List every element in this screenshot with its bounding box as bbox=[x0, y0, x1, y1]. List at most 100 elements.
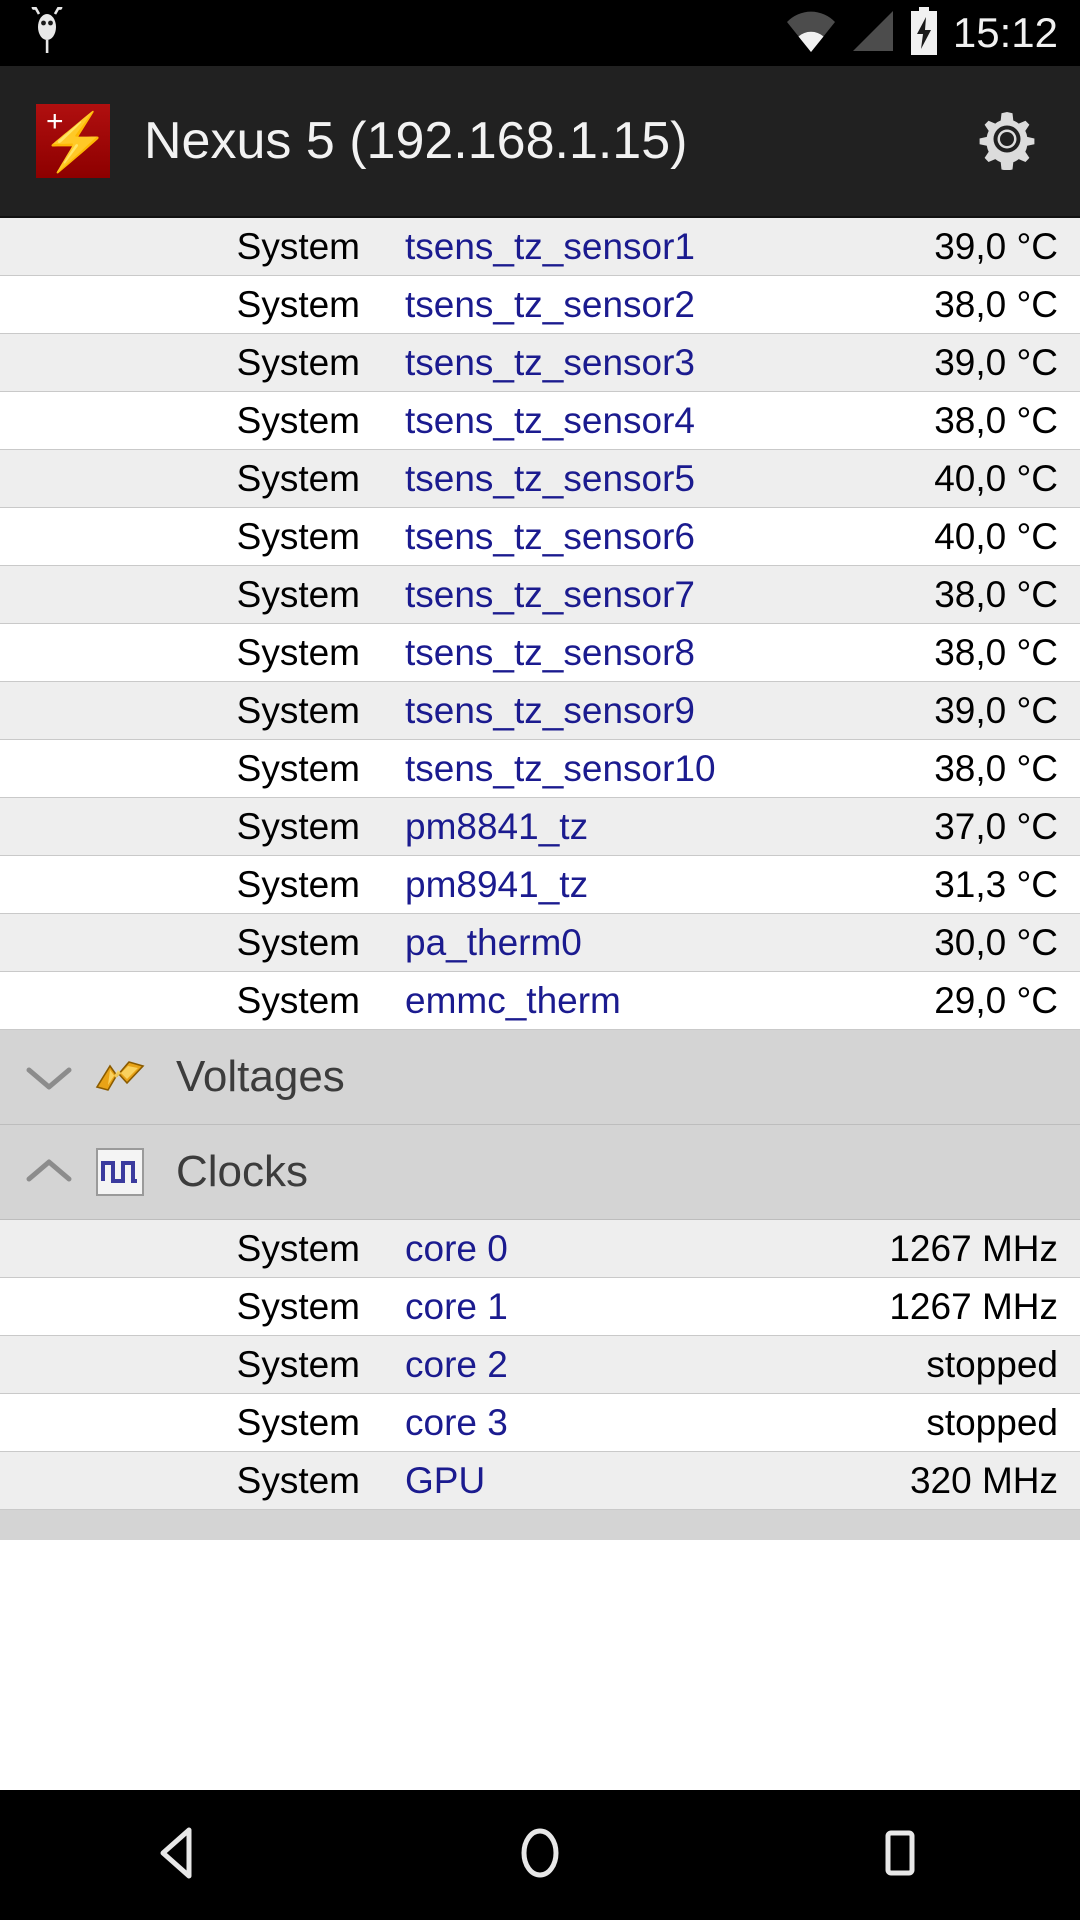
chevron-down-icon[interactable] bbox=[20, 1048, 78, 1106]
home-button[interactable] bbox=[450, 1790, 630, 1920]
battery-charging-icon bbox=[909, 6, 939, 60]
voltage-bolt-icon bbox=[94, 1051, 146, 1103]
table-row[interactable]: System tsens_tz_sensor8 38,0 °C bbox=[0, 624, 1080, 682]
navigation-bar bbox=[0, 1790, 1080, 1920]
table-row[interactable]: System tsens_tz_sensor10 38,0 °C bbox=[0, 740, 1080, 798]
row-value: 40,0 °C bbox=[934, 458, 1058, 499]
table-row[interactable]: System emmc_therm 29,0 °C bbox=[0, 972, 1080, 1030]
table-row[interactable]: System tsens_tz_sensor3 39,0 °C bbox=[0, 334, 1080, 392]
row-sensor-name[interactable]: tsens_tz_sensor10 bbox=[405, 748, 716, 789]
chevron-up-icon[interactable] bbox=[20, 1143, 78, 1201]
row-sensor-name[interactable]: core 1 bbox=[405, 1286, 508, 1327]
recents-button[interactable] bbox=[810, 1790, 990, 1920]
group-label: Clocks bbox=[176, 1147, 309, 1196]
row-value: 31,3 °C bbox=[934, 864, 1058, 905]
row-value: 1267 MHz bbox=[889, 1286, 1058, 1327]
row-value: 1267 MHz bbox=[889, 1228, 1058, 1269]
group-header-voltages[interactable]: Voltages bbox=[0, 1030, 1080, 1125]
table-row[interactable]: System tsens_tz_sensor7 38,0 °C bbox=[0, 566, 1080, 624]
row-source: System bbox=[236, 1344, 360, 1385]
settings-button[interactable] bbox=[974, 108, 1040, 174]
table-row[interactable]: System tsens_tz_sensor6 40,0 °C bbox=[0, 508, 1080, 566]
row-value: 38,0 °C bbox=[934, 748, 1058, 789]
row-value: 38,0 °C bbox=[934, 284, 1058, 325]
row-sensor-name[interactable]: GPU bbox=[405, 1460, 486, 1501]
lightning-bolt-plus-icon: + ⚡ bbox=[36, 104, 111, 178]
back-button[interactable] bbox=[90, 1790, 270, 1920]
row-sensor-name[interactable]: core 2 bbox=[405, 1344, 508, 1385]
row-value: 38,0 °C bbox=[934, 574, 1058, 615]
back-triangle-icon bbox=[151, 1824, 209, 1887]
table-row[interactable]: System core 3 stopped bbox=[0, 1394, 1080, 1452]
row-sensor-name[interactable]: core 3 bbox=[405, 1402, 508, 1443]
row-sensor-name[interactable]: tsens_tz_sensor5 bbox=[405, 458, 696, 499]
row-value: 38,0 °C bbox=[934, 400, 1058, 441]
row-source: System bbox=[236, 632, 360, 673]
gear-icon bbox=[976, 108, 1038, 175]
row-sensor-name[interactable]: tsens_tz_sensor8 bbox=[405, 632, 696, 673]
table-row[interactable]: System GPU 320 MHz bbox=[0, 1452, 1080, 1510]
table-row[interactable]: System core 1 1267 MHz bbox=[0, 1278, 1080, 1336]
row-sensor-name[interactable]: tsens_tz_sensor6 bbox=[405, 516, 696, 557]
row-value: 30,0 °C bbox=[934, 922, 1058, 963]
table-row[interactable]: System tsens_tz_sensor5 40,0 °C bbox=[0, 450, 1080, 508]
status-bar: 15:12 bbox=[0, 0, 1080, 66]
wifi-icon bbox=[785, 8, 837, 59]
row-sensor-name[interactable]: pa_therm0 bbox=[405, 922, 582, 963]
row-sensor-name[interactable]: emmc_therm bbox=[405, 980, 621, 1021]
row-value: 39,0 °C bbox=[934, 342, 1058, 383]
bug-icon bbox=[30, 4, 64, 60]
row-sensor-name[interactable]: pm8841_tz bbox=[405, 806, 589, 847]
row-source: System bbox=[236, 980, 360, 1021]
row-source: System bbox=[236, 458, 360, 499]
row-value: 39,0 °C bbox=[934, 226, 1058, 267]
row-source: System bbox=[236, 284, 360, 325]
row-value: stopped bbox=[926, 1344, 1058, 1385]
home-circle-icon bbox=[511, 1824, 569, 1887]
row-value: 29,0 °C bbox=[934, 980, 1058, 1021]
row-value: 320 MHz bbox=[909, 1460, 1058, 1501]
table-row[interactable]: System tsens_tz_sensor9 39,0 °C bbox=[0, 682, 1080, 740]
table-row[interactable]: System tsens_tz_sensor1 39,0 °C bbox=[0, 218, 1080, 276]
row-value: 40,0 °C bbox=[934, 516, 1058, 557]
action-bar: + ⚡ Nexus 5 (192.168.1.15) bbox=[0, 66, 1080, 218]
row-sensor-name[interactable]: pm8941_tz bbox=[405, 864, 589, 905]
row-value: 39,0 °C bbox=[934, 690, 1058, 731]
row-source: System bbox=[236, 922, 360, 963]
row-source: System bbox=[236, 864, 360, 905]
square-wave-icon bbox=[94, 1146, 146, 1198]
table-row[interactable]: System pm8941_tz 31,3 °C bbox=[0, 856, 1080, 914]
sensor-list[interactable]: System tsens_tz_sensor1 39,0 °C System tsens… bbox=[0, 218, 1080, 1790]
row-source: System bbox=[236, 574, 360, 615]
row-source: System bbox=[236, 1460, 360, 1501]
row-sensor-name[interactable]: core 0 bbox=[405, 1228, 508, 1269]
table-row[interactable]: System tsens_tz_sensor2 38,0 °C bbox=[0, 276, 1080, 334]
page-title: Nexus 5 (192.168.1.15) bbox=[144, 112, 688, 170]
plus-glyph: + bbox=[46, 105, 64, 138]
recents-square-icon bbox=[871, 1824, 929, 1887]
status-bar-clock: 15:12 bbox=[952, 9, 1058, 56]
table-row[interactable]: System pm8841_tz 37,0 °C bbox=[0, 798, 1080, 856]
row-sensor-name[interactable]: tsens_tz_sensor7 bbox=[405, 574, 696, 615]
table-row[interactable]: System core 0 1267 MHz bbox=[0, 1220, 1080, 1278]
row-source: System bbox=[236, 226, 360, 267]
row-sensor-name[interactable]: tsens_tz_sensor1 bbox=[405, 226, 696, 267]
row-source: System bbox=[236, 342, 360, 383]
row-value: 37,0 °C bbox=[934, 806, 1058, 847]
group-label: Voltages bbox=[176, 1052, 345, 1101]
row-source: System bbox=[236, 806, 360, 847]
row-value: 38,0 °C bbox=[934, 632, 1058, 673]
table-row[interactable]: System pa_therm0 30,0 °C bbox=[0, 914, 1080, 972]
row-sensor-name[interactable]: tsens_tz_sensor2 bbox=[405, 284, 696, 325]
table-row[interactable]: System tsens_tz_sensor4 38,0 °C bbox=[0, 392, 1080, 450]
row-source: System bbox=[236, 1402, 360, 1443]
group-header-clocks[interactable]: Clocks bbox=[0, 1125, 1080, 1220]
row-sensor-name[interactable]: tsens_tz_sensor9 bbox=[405, 690, 696, 731]
row-source: System bbox=[236, 690, 360, 731]
row-source: System bbox=[236, 748, 360, 789]
row-sensor-name[interactable]: tsens_tz_sensor3 bbox=[405, 342, 696, 383]
row-source: System bbox=[236, 1228, 360, 1269]
list-tail-partial-row bbox=[0, 1510, 1080, 1540]
row-sensor-name[interactable]: tsens_tz_sensor4 bbox=[405, 400, 696, 441]
table-row[interactable]: System core 2 stopped bbox=[0, 1336, 1080, 1394]
